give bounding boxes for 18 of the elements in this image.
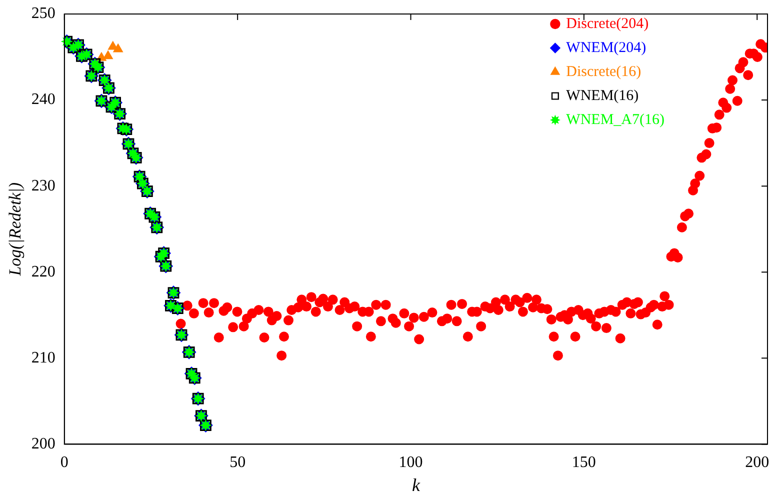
y-tick-label: 200: [31, 435, 56, 452]
y-tick-label: 230: [31, 177, 56, 194]
x-axis-title: k: [412, 474, 421, 495]
legend-label: Discrete(16): [566, 64, 642, 80]
y-tick-label: 250: [31, 5, 56, 22]
y-tick-label: 210: [31, 349, 56, 366]
legend-label: Discrete(204): [566, 16, 649, 32]
y-tick-label: 240: [31, 91, 56, 108]
y-axis-title: Log(|Redetk|): [6, 182, 25, 277]
x-tick-label: 50: [230, 454, 246, 472]
legend-label: WNEM(204): [566, 40, 646, 56]
x-tick-label: 0: [60, 454, 68, 472]
legend-label: WNEM(16): [566, 88, 639, 104]
x-tick-label: 150: [572, 454, 596, 472]
legend-label: WNEM_A7(16): [566, 112, 665, 128]
x-tick-label: 100: [398, 454, 423, 472]
y-tick-label: 220: [31, 263, 56, 280]
x-tick-label: 200: [745, 454, 770, 472]
